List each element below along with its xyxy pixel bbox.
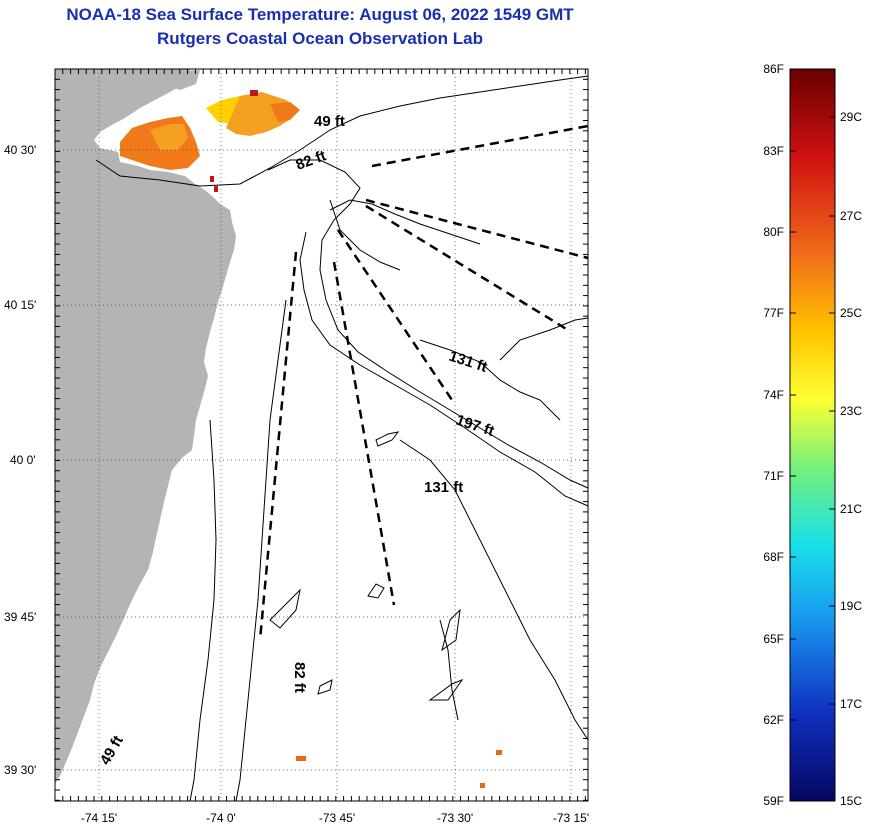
map-subtitle: Rutgers Coastal Ocean Observation Lab	[157, 29, 483, 48]
frame-ticks	[54, 68, 588, 801]
dashed-lanes	[258, 124, 589, 641]
cb-f-68: 68F	[763, 550, 784, 564]
lat-label-39-30: 39 30'	[4, 763, 36, 777]
lon-label-74-15: -74 15'	[81, 811, 117, 825]
cb-f-65: 65F	[763, 632, 784, 646]
depth-label-131ft-south: 131 ft	[424, 479, 463, 496]
lat-label-40-30: 40 30'	[4, 143, 36, 157]
cb-c-15: 15C	[840, 794, 862, 808]
island-land	[165, 70, 200, 90]
cb-c-19: 19C	[840, 599, 862, 613]
lat-label-40-0: 40 0'	[10, 453, 36, 467]
cb-f-80: 80F	[763, 225, 784, 239]
cb-f-71: 71F	[763, 469, 784, 483]
cb-c-23: 23C	[840, 404, 862, 418]
temperature-colorbar: 86F 83F 80F 77F 74F 71F 68F 65F 62F 59F …	[763, 62, 862, 808]
land-mass	[55, 69, 236, 784]
lon-label-73-45: -73 45'	[319, 811, 355, 825]
lon-label-73-15: -73 15'	[553, 811, 589, 825]
lon-label-74-0: -74 0'	[206, 811, 236, 825]
cb-c-27: 27C	[840, 209, 862, 223]
cb-f-77: 77F	[763, 306, 784, 320]
lat-label-40-15: 40 15'	[4, 298, 36, 312]
graticule	[55, 69, 588, 801]
cb-f-74: 74F	[763, 388, 784, 402]
bathymetry-contours	[95, 75, 589, 802]
lon-label-73-30: -73 30'	[437, 811, 473, 825]
cb-c-21: 21C	[840, 502, 862, 516]
colorbar-ticks	[790, 68, 835, 802]
cb-f-62: 62F	[763, 713, 784, 727]
cb-f-83: 83F	[763, 144, 784, 158]
map-frame	[54, 68, 589, 802]
cb-c-29: 29C	[840, 110, 862, 124]
lat-label-39-45: 39 45'	[4, 610, 36, 624]
cb-f-59: 59F	[763, 794, 784, 808]
depth-label-49ft-north: 49 ft	[314, 113, 345, 130]
cb-c-17: 17C	[840, 697, 862, 711]
cb-c-25: 25C	[840, 306, 862, 320]
sst-warm-patches	[120, 90, 502, 788]
map-title: NOAA-18 Sea Surface Temperature: August …	[66, 5, 574, 24]
cb-f-86: 86F	[763, 62, 784, 76]
map-panel: 49 ft 82 ft 131 ft 197 ft 131 ft 82 ft 4…	[4, 68, 589, 825]
depth-label-82ft-south: 82 ft	[291, 662, 308, 693]
colorbar-gradient	[789, 68, 836, 802]
